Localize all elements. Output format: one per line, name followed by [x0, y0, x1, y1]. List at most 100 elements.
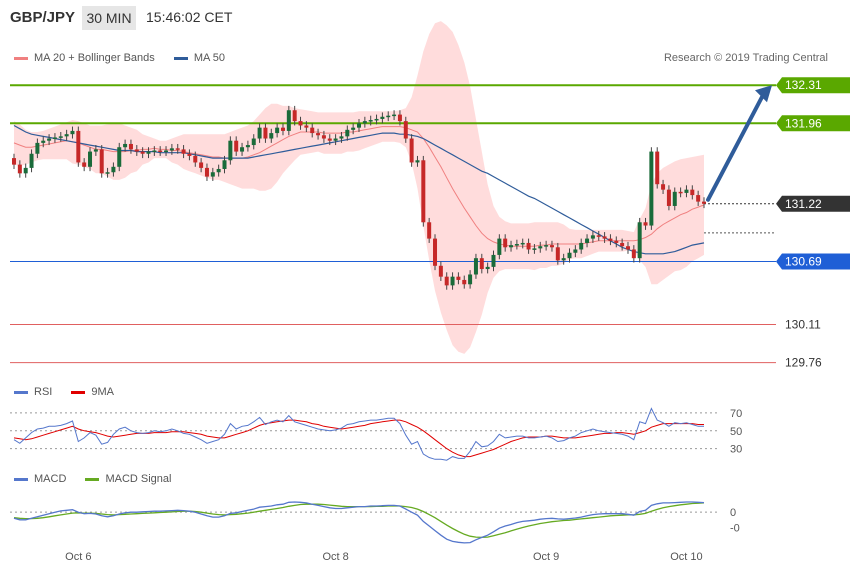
rsi-line [13, 407, 704, 461]
candle-body [567, 252, 572, 259]
candle-body [99, 149, 104, 174]
candle-body [427, 222, 432, 239]
legend-item-bollinger: MA 20 + Bollinger Bands [14, 52, 155, 64]
candle-body [456, 276, 461, 280]
main-legend: MA 20 + Bollinger Bands MA 50 [14, 52, 241, 64]
macd-signal-line [13, 502, 705, 539]
candle-body [368, 120, 373, 122]
x-axis-label: Oct 6 [65, 551, 91, 563]
candle-body [298, 121, 303, 126]
level-label-4: 130.11 [785, 318, 821, 332]
legend-label-bollinger: MA 20 + Bollinger Bands [34, 52, 155, 64]
candle-body [333, 138, 338, 141]
timestamp: 15:46:02 CET [146, 9, 233, 25]
legend-swatch-rsi [14, 390, 28, 394]
candle-body [339, 136, 344, 139]
candle-body [17, 164, 22, 174]
candle-body [573, 249, 578, 253]
candle-body [602, 236, 607, 239]
candle-body [397, 114, 402, 122]
level-label-0: 132.31 [785, 78, 822, 92]
candle-body [538, 246, 543, 249]
candle-body [678, 191, 683, 194]
candle-body [509, 245, 514, 248]
rsi-tick-label: 30 [730, 444, 742, 456]
candle-body [292, 110, 297, 122]
candle-body [415, 160, 420, 163]
forecast-arrow-head [755, 85, 772, 103]
level-tag-4 [776, 316, 850, 333]
timeframe-selector[interactable]: 30 MIN [82, 6, 136, 30]
candle-body [690, 189, 695, 196]
legend-swatch-bollinger [14, 56, 28, 60]
candle-body [245, 145, 250, 148]
x-axis-label: Oct 9 [533, 551, 559, 563]
level-tag-5 [776, 354, 850, 371]
candle-body [128, 143, 133, 150]
candle-body [561, 258, 566, 261]
legend-item-rsi: RSI [14, 386, 52, 398]
candle-body [409, 138, 414, 163]
candle-body [526, 242, 531, 250]
candle-body [655, 151, 660, 185]
candle-body [421, 160, 426, 223]
candle-body [146, 151, 151, 154]
candle-body [479, 258, 484, 270]
candle-body [169, 148, 174, 151]
candle-body [88, 151, 93, 167]
candle-body [579, 242, 584, 250]
legend-label-9ma: 9MA [91, 386, 115, 398]
legend-label-macd-signal: MACD Signal [105, 473, 172, 485]
symbol-title: GBP/JPY [10, 9, 76, 26]
candle-body [666, 189, 671, 206]
candle-body [327, 138, 332, 141]
candle-body [105, 172, 110, 174]
candle-body [23, 167, 28, 174]
candle-body [696, 195, 701, 202]
legend-item-9ma: 9MA [71, 386, 114, 398]
candle-body [590, 235, 595, 239]
legend-item-macd-signal: MACD Signal [85, 473, 171, 485]
legend-label-rsi: RSI [34, 386, 53, 398]
candle-body [117, 147, 122, 167]
candle-body [672, 191, 677, 206]
candle-body [403, 121, 408, 139]
rsi-tick-label: 50 [730, 426, 742, 438]
candle-body [444, 276, 449, 286]
candle-body [35, 142, 40, 154]
candle-body [286, 110, 291, 131]
candle-body [64, 134, 69, 137]
candle-body [152, 150, 157, 152]
candle-body [12, 158, 16, 165]
candle-body [438, 265, 443, 277]
candle-body [82, 162, 87, 167]
legend-swatch-macd-signal [85, 477, 100, 481]
candle-body [210, 172, 215, 177]
candle-body [503, 238, 508, 248]
candle-body [620, 242, 625, 247]
candle-body [76, 130, 81, 163]
macd-tick-label: 0 [730, 507, 736, 519]
candle-body [631, 249, 636, 259]
level-label-3: 130.69 [785, 254, 822, 268]
candle-body [485, 266, 490, 270]
ma50-line [13, 124, 705, 255]
macd-legend: MACD MACD Signal [14, 473, 187, 485]
legend-swatch-ma50 [173, 56, 188, 60]
candle-body [234, 140, 239, 152]
candle-body [158, 150, 163, 152]
candle-body [362, 121, 367, 124]
x-axis-label: Oct 8 [322, 551, 348, 563]
candle-body [47, 138, 52, 141]
candle-body [468, 274, 473, 285]
level-tag-1 [776, 115, 850, 132]
candle-body [134, 149, 139, 152]
candle-body [199, 162, 204, 168]
candle-body [433, 238, 438, 266]
candle-body [596, 235, 601, 237]
credit-text: Research © 2019 Trading Central [663, 52, 828, 64]
candle-body [555, 247, 560, 261]
candle-body [304, 125, 309, 128]
candle-body [204, 167, 209, 177]
